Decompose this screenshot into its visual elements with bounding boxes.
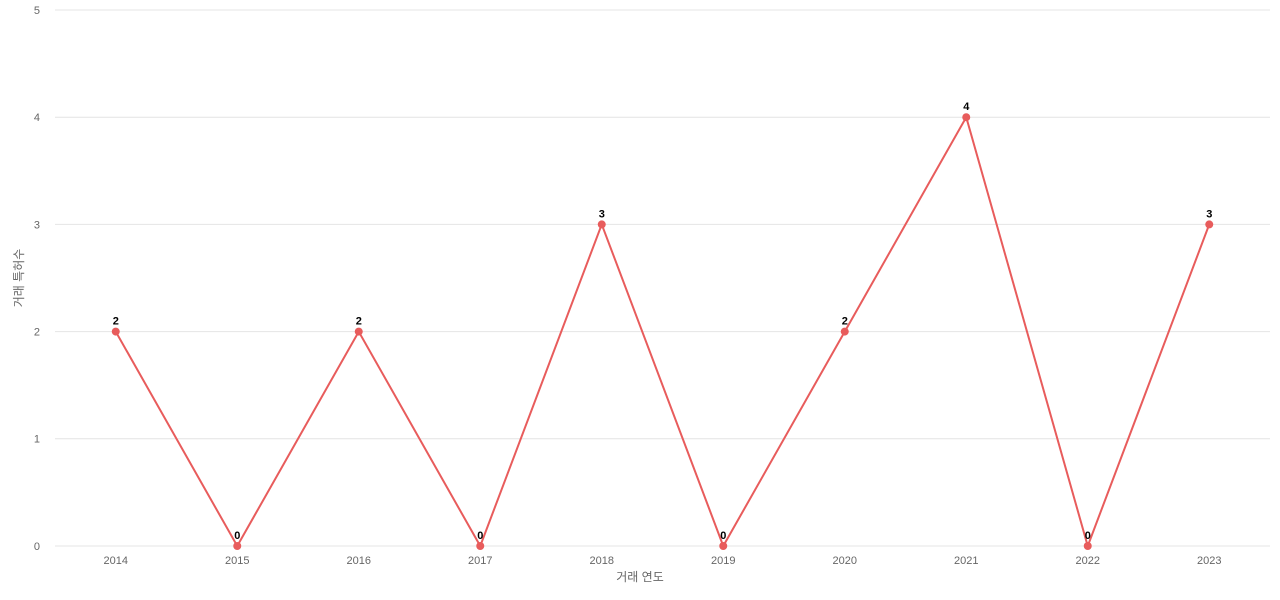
data-label: 0 — [234, 530, 240, 542]
point — [1205, 220, 1214, 229]
line — [114, 114, 1211, 550]
x-tick-label: 2023 — [1197, 555, 1221, 567]
x-tick-label: 2021 — [954, 555, 978, 567]
point — [111, 327, 120, 336]
point — [597, 220, 606, 229]
point — [1083, 542, 1092, 550]
x-axis-title: 거래 연도 — [616, 570, 664, 584]
data-label: 3 — [599, 208, 605, 220]
y-tick-label: 0 — [34, 541, 40, 553]
y-tick-label: 3 — [34, 219, 40, 231]
point — [233, 542, 242, 550]
x-tick-label: 2015 — [225, 555, 249, 567]
data-label: 4 — [963, 101, 970, 113]
data-label: 2 — [842, 316, 848, 328]
data-label: 3 — [1206, 208, 1212, 220]
y-axis-title: 거래 특허수 — [12, 249, 26, 308]
x-tick-label: 2017 — [468, 555, 492, 567]
point — [476, 542, 485, 550]
point — [840, 327, 849, 336]
x-tick-label: 2020 — [833, 555, 857, 567]
x-tick-label: 2014 — [104, 555, 128, 567]
point — [354, 327, 363, 336]
x-tick-label: 2018 — [590, 555, 614, 567]
x-tick-label: 2016 — [347, 555, 371, 567]
y-tick-label: 2 — [34, 327, 40, 339]
point — [962, 113, 971, 122]
y-tick-label: 1 — [34, 434, 40, 446]
y-tick-label: 5 — [34, 5, 40, 17]
data-label: 0 — [720, 530, 726, 542]
x-tick-label: 2022 — [1076, 555, 1100, 567]
data-label: 2 — [113, 316, 119, 328]
point — [719, 542, 728, 550]
data-label: 2 — [356, 316, 362, 328]
data-label: 0 — [1085, 530, 1091, 542]
x-tick-label: 2019 — [711, 555, 735, 567]
y-tick-label: 4 — [34, 112, 40, 124]
data-label: 0 — [477, 530, 483, 542]
